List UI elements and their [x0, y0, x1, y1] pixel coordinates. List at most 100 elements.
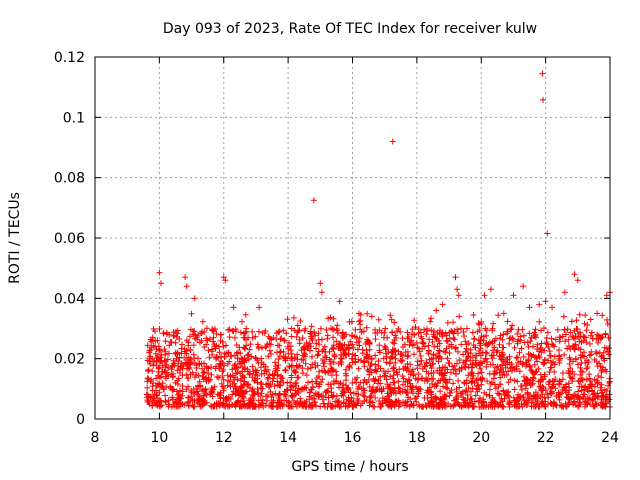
data-point — [521, 339, 528, 346]
data-point — [221, 362, 228, 369]
data-point — [577, 371, 584, 378]
data-point — [399, 343, 406, 350]
data-point — [436, 347, 443, 354]
data-point — [154, 395, 161, 402]
data-point — [312, 390, 319, 397]
data-point — [413, 339, 420, 346]
data-point — [231, 374, 238, 381]
data-point — [489, 340, 496, 347]
data-point — [313, 345, 320, 352]
data-point — [507, 365, 514, 372]
data-point — [300, 357, 307, 364]
data-point — [455, 377, 462, 384]
data-point — [290, 314, 297, 321]
data-point — [301, 345, 308, 352]
data-point — [460, 394, 467, 401]
data-point — [326, 356, 333, 363]
data-point — [592, 393, 599, 400]
data-point — [191, 295, 198, 302]
data-point — [232, 365, 239, 372]
data-point — [477, 359, 484, 366]
data-point — [528, 352, 535, 359]
data-point — [526, 395, 533, 402]
data-point — [162, 369, 169, 376]
data-point — [511, 386, 518, 393]
data-point — [199, 318, 206, 325]
data-point — [528, 366, 535, 373]
data-point — [317, 379, 324, 386]
data-point — [263, 397, 270, 404]
data-point — [452, 370, 459, 377]
data-point — [359, 350, 366, 357]
data-point — [482, 341, 489, 348]
data-point — [288, 333, 295, 340]
data-point — [193, 365, 200, 372]
data-point — [385, 393, 392, 400]
data-point — [479, 374, 486, 381]
data-point — [421, 377, 428, 384]
data-point — [152, 328, 159, 335]
data-point — [296, 336, 303, 343]
data-point — [522, 385, 529, 392]
data-point — [548, 364, 555, 371]
data-point — [387, 386, 394, 393]
data-point — [452, 274, 459, 281]
data-point — [506, 393, 513, 400]
data-point — [200, 392, 207, 399]
data-point — [514, 354, 521, 361]
data-point — [369, 399, 376, 406]
data-point — [162, 338, 169, 345]
data-point — [240, 395, 247, 402]
data-point — [430, 355, 437, 362]
data-point — [365, 359, 372, 366]
data-point — [564, 345, 571, 352]
data-point — [430, 328, 437, 335]
data-point — [521, 401, 528, 408]
data-point — [221, 353, 228, 360]
data-point — [372, 326, 379, 333]
data-point — [549, 304, 556, 311]
data-point — [285, 402, 292, 409]
data-point — [338, 355, 345, 362]
data-point — [187, 361, 194, 368]
data-point — [319, 336, 326, 343]
data-point — [147, 393, 154, 400]
data-point — [348, 355, 355, 362]
data-point — [231, 400, 238, 407]
data-point — [255, 397, 262, 404]
data-point — [224, 395, 231, 402]
data-point — [409, 326, 416, 333]
data-point — [504, 330, 511, 337]
data-point — [182, 274, 189, 281]
data-point — [586, 352, 593, 359]
data-point — [450, 366, 457, 373]
data-point — [475, 370, 482, 377]
data-point — [293, 333, 300, 340]
data-point — [203, 378, 210, 385]
data-point — [275, 356, 282, 363]
data-point — [366, 346, 373, 353]
data-point — [273, 336, 280, 343]
data-point — [444, 385, 451, 392]
data-point — [286, 339, 293, 346]
data-point — [241, 359, 248, 366]
data-point — [364, 310, 371, 317]
data-point — [399, 373, 406, 380]
data-point — [562, 331, 569, 338]
data-point — [349, 351, 356, 358]
data-point — [198, 337, 205, 344]
data-point — [169, 374, 176, 381]
data-point — [319, 376, 326, 383]
data-point — [216, 391, 223, 398]
data-point — [354, 374, 361, 381]
x-tick-label: 24 — [601, 430, 619, 446]
data-point — [601, 344, 608, 351]
data-point — [584, 321, 591, 328]
data-point — [358, 357, 365, 364]
data-point — [160, 330, 167, 337]
data-point — [238, 384, 245, 391]
data-point — [514, 378, 521, 385]
data-point — [290, 397, 297, 404]
data-point — [380, 355, 387, 362]
data-point — [552, 336, 559, 343]
